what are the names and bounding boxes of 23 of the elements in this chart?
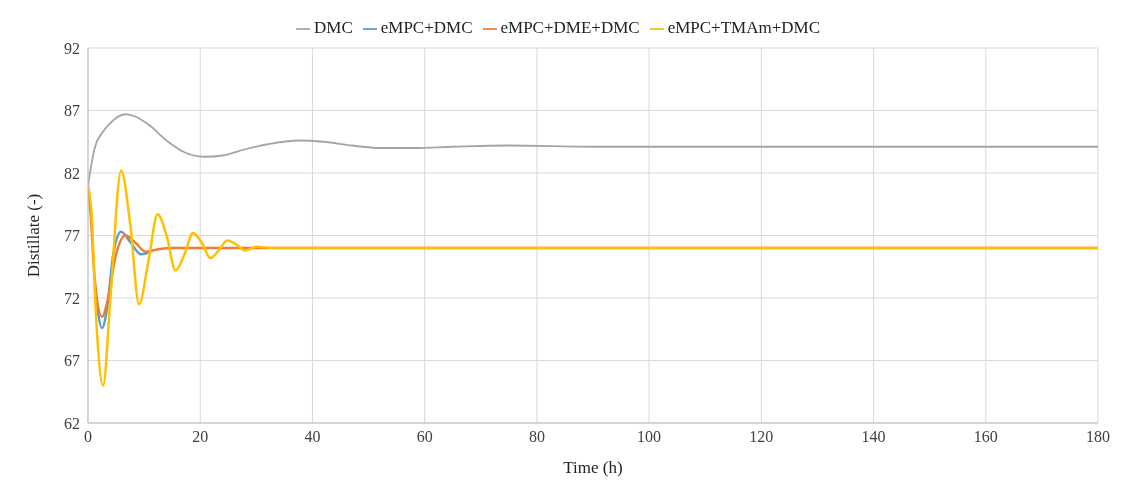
y-tick-label: 77 bbox=[64, 227, 80, 245]
x-tick-label: 20 bbox=[192, 428, 209, 446]
legend-label: eMPC+DMC bbox=[380, 18, 473, 37]
legend-label: eMPC+DME+DMC bbox=[500, 18, 640, 37]
x-tick-label: 160 bbox=[973, 428, 998, 446]
y-axis-title: Distillate (-) bbox=[24, 193, 44, 278]
y-tick-label: 92 bbox=[64, 39, 80, 57]
x-tick-label: 140 bbox=[861, 428, 886, 446]
x-tick-label: 180 bbox=[1086, 428, 1110, 446]
y-tick-label: 72 bbox=[64, 289, 80, 307]
x-tick-label: 100 bbox=[637, 428, 662, 446]
x-tick-label: 60 bbox=[416, 428, 433, 446]
y-tick-label: 87 bbox=[64, 102, 80, 120]
x-tick-label: 80 bbox=[528, 428, 545, 446]
x-axis-title: Time (h) bbox=[563, 458, 623, 477]
y-tick-label: 82 bbox=[64, 164, 80, 182]
y-tick-label: 62 bbox=[64, 414, 80, 432]
x-tick-label: 0 bbox=[84, 428, 92, 446]
y-tick-label: 67 bbox=[64, 352, 80, 370]
legend-label: eMPC+TMAm+DMC bbox=[667, 18, 821, 37]
x-tick-label: 120 bbox=[749, 428, 774, 446]
legend-label: DMC bbox=[313, 18, 353, 37]
x-tick-label: 40 bbox=[304, 428, 321, 446]
